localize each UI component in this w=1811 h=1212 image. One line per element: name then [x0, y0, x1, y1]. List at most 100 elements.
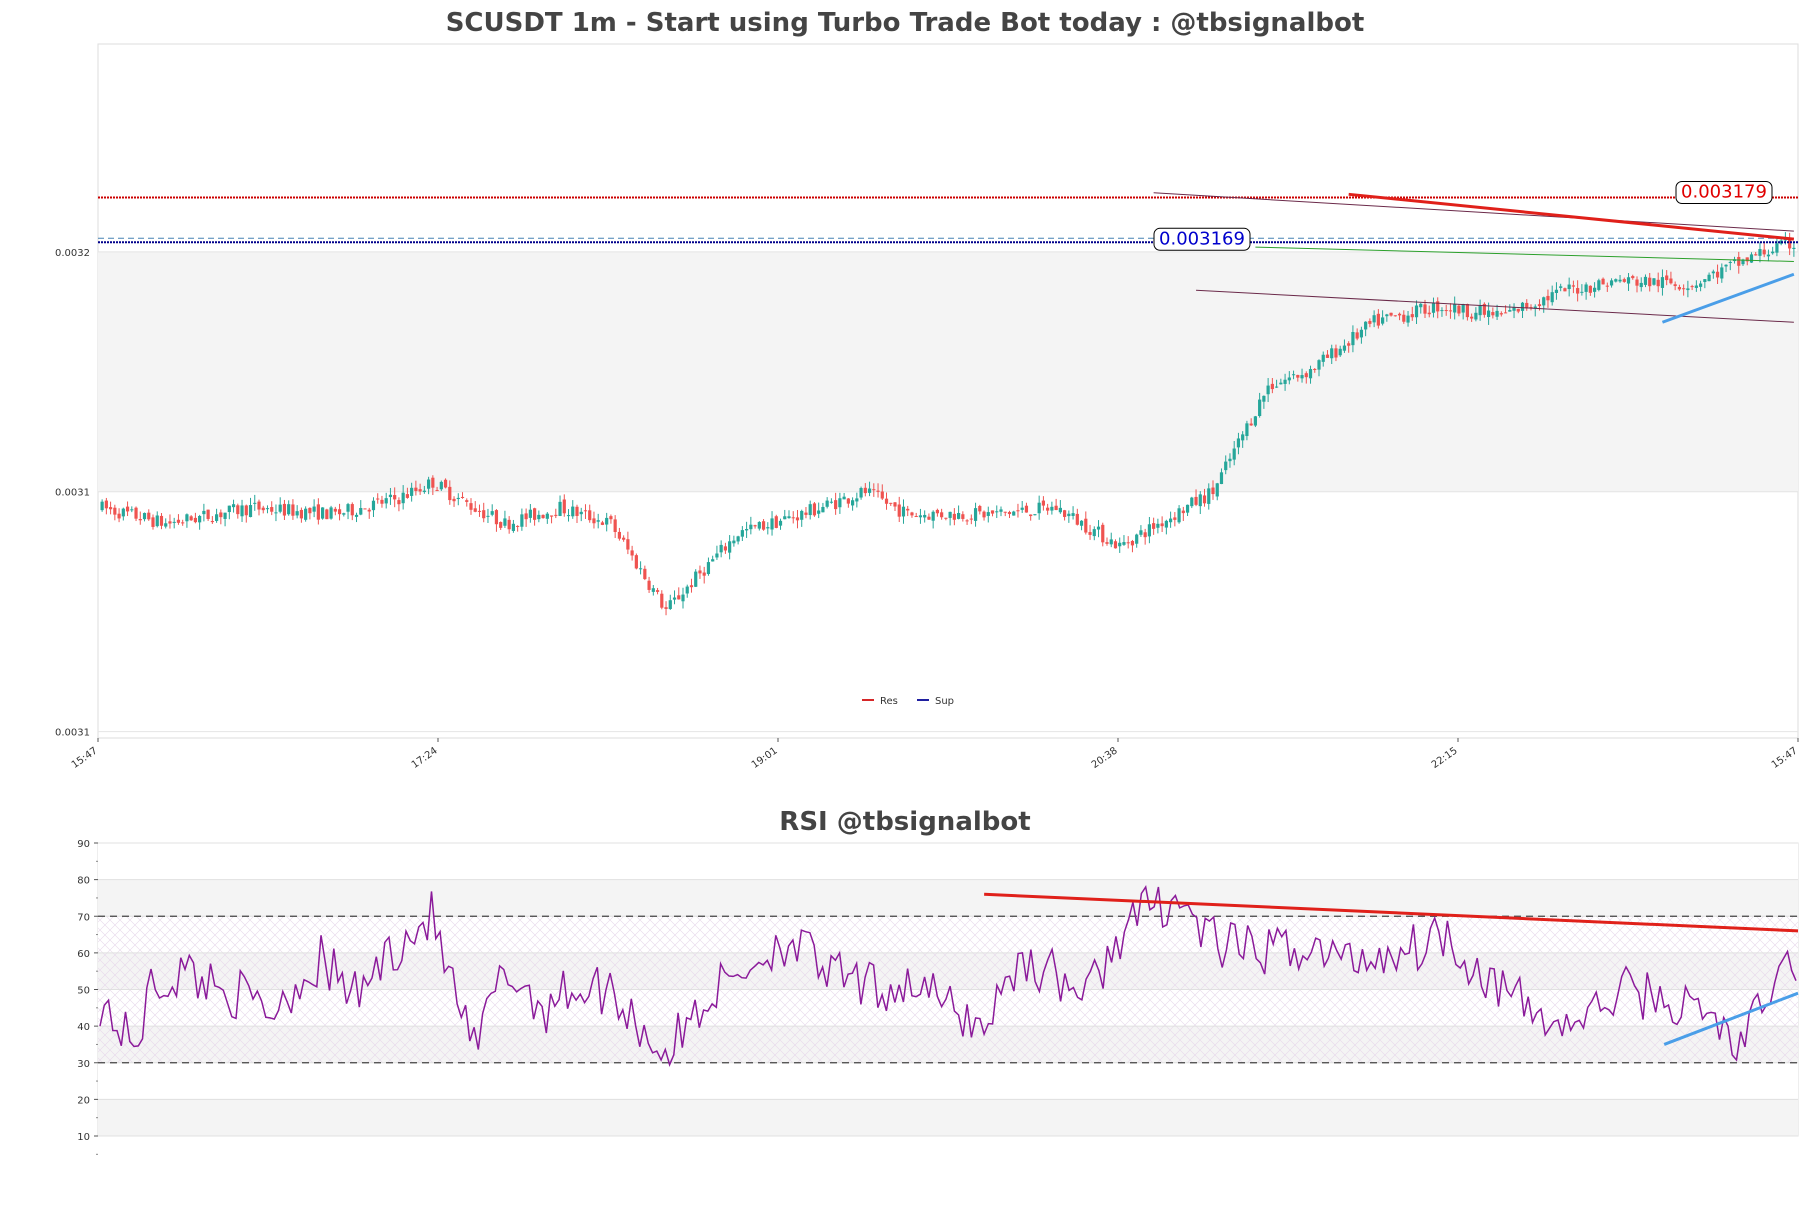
rsi-y-tick-label: 60	[77, 949, 90, 960]
candle-body	[418, 489, 422, 492]
candle-body	[1588, 285, 1592, 293]
candle-body	[1626, 277, 1631, 284]
candle-body	[1745, 257, 1749, 262]
candle-body	[719, 544, 723, 553]
candle-body	[507, 519, 511, 530]
candle-body	[995, 511, 999, 513]
candle-body	[1635, 279, 1639, 286]
candle-body	[1487, 310, 1491, 317]
candle-body	[1334, 348, 1338, 358]
candle-body	[376, 498, 380, 500]
candle-body	[414, 487, 418, 491]
candle-body	[1012, 511, 1016, 516]
price-x-tick-label: 19:01	[750, 745, 780, 771]
candle-body	[876, 490, 880, 492]
candle-body	[240, 505, 244, 517]
candle-body	[596, 520, 600, 522]
candle-body	[622, 537, 626, 540]
candle-body	[1211, 487, 1215, 495]
candle-body	[130, 509, 134, 511]
candle-body	[1783, 239, 1787, 241]
candle-body	[499, 522, 503, 528]
candle-body	[961, 514, 965, 519]
candle-body	[1109, 539, 1113, 545]
candle-body	[1385, 314, 1389, 317]
candle-body	[1690, 286, 1694, 288]
candle-body	[910, 512, 914, 516]
candle-body	[1249, 423, 1253, 426]
candle-body	[533, 508, 537, 520]
candle-body	[600, 522, 605, 525]
rsi-y-tick-label: 90	[77, 839, 90, 850]
rsi-y-tick-label: 10	[77, 1132, 90, 1143]
candle-body	[757, 522, 761, 529]
candle-body	[1440, 310, 1444, 312]
candle-body	[1241, 434, 1245, 441]
candle-body	[901, 506, 906, 517]
candle-body	[787, 516, 791, 519]
candle-body	[1126, 542, 1130, 544]
candle-body	[694, 571, 698, 587]
candle-body	[503, 518, 507, 526]
candle-body	[1542, 297, 1546, 306]
candle-body	[867, 488, 872, 493]
candle-body	[147, 512, 151, 520]
candle-body	[761, 521, 766, 530]
candle-body	[1376, 313, 1380, 326]
candle-body	[613, 519, 617, 533]
candle-body	[1037, 502, 1041, 514]
candle-body	[855, 498, 859, 502]
candle-body	[397, 500, 401, 505]
candle-body	[834, 500, 838, 510]
candle-body	[104, 500, 108, 509]
candle-body	[134, 507, 138, 519]
candle-body	[274, 512, 278, 514]
candle-body	[1181, 510, 1185, 514]
candle-body	[1741, 259, 1745, 265]
candle-body	[261, 507, 265, 511]
candle-body	[804, 512, 808, 515]
candle-body	[164, 523, 168, 527]
candle-body	[923, 514, 927, 518]
candle-body	[740, 530, 744, 537]
candle-body	[1130, 540, 1135, 546]
candle-body	[1300, 375, 1304, 379]
candle-body	[1703, 279, 1707, 283]
rsi-band	[98, 1062, 1798, 1100]
price-shaded-band	[98, 251, 1798, 492]
candle-body	[1088, 532, 1092, 535]
candle-body	[706, 562, 711, 575]
candle-body	[371, 500, 376, 511]
candle-body	[1436, 301, 1440, 312]
candle-body	[1461, 303, 1465, 313]
candle-body	[558, 501, 562, 516]
candle-body	[1160, 523, 1164, 527]
candle-body	[206, 509, 210, 519]
candle-body	[435, 490, 439, 492]
candle-body	[1118, 542, 1122, 547]
candle-body	[316, 504, 320, 520]
candle-body	[1024, 505, 1029, 513]
candle-body	[189, 516, 193, 521]
candle-body	[812, 503, 817, 516]
candle-body	[791, 517, 795, 519]
candle-body	[367, 509, 371, 512]
candle-body	[1656, 279, 1660, 287]
candle-body	[973, 508, 978, 521]
candle-body	[1711, 271, 1715, 274]
candle-body	[1351, 331, 1355, 346]
candle-body	[465, 500, 469, 502]
candle-body	[1563, 288, 1567, 292]
candle-body	[1754, 254, 1758, 256]
candle-body	[1533, 306, 1537, 309]
candle-body	[401, 492, 405, 504]
candle-body	[422, 490, 426, 492]
candle-body	[753, 525, 757, 527]
support-trendline	[1661, 272, 1795, 324]
candle-body	[257, 501, 261, 510]
candle-body	[1715, 271, 1720, 278]
candle-body	[193, 517, 197, 523]
candle-body	[978, 506, 982, 512]
support-level-box	[1153, 227, 1251, 251]
candle-body	[1431, 303, 1436, 313]
